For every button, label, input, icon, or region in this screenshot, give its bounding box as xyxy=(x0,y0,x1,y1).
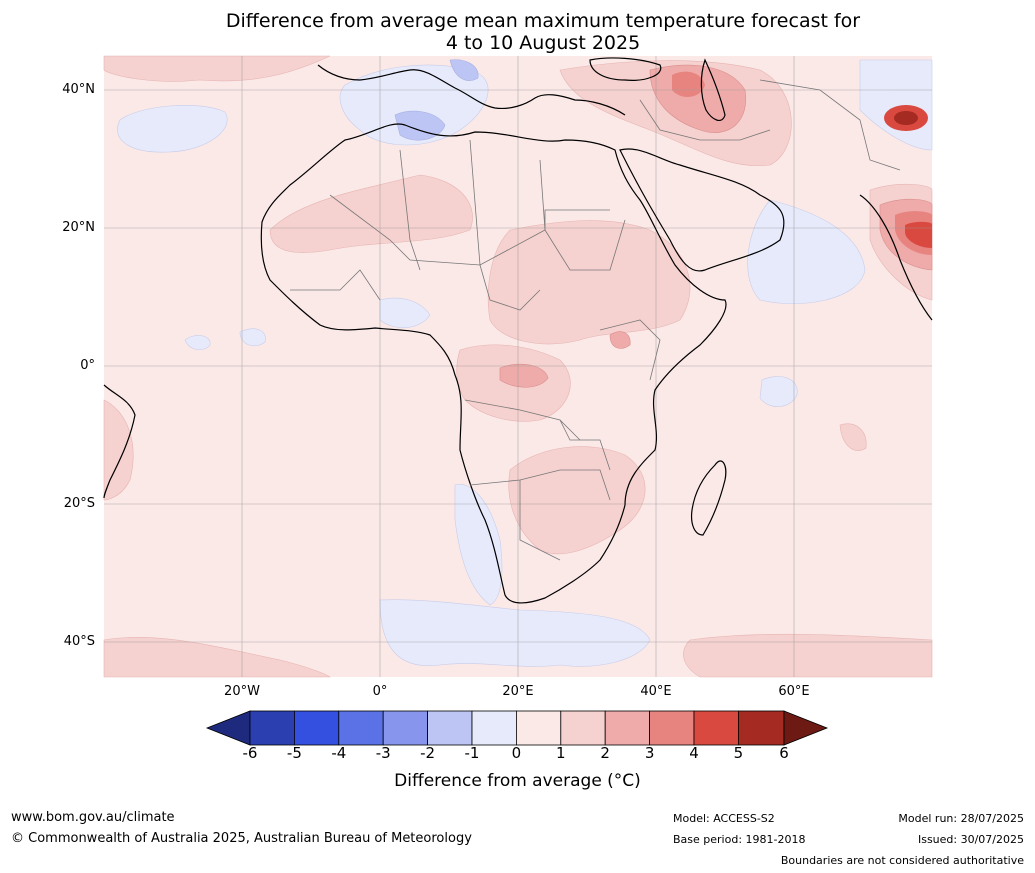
lon-label-20w: 20°W xyxy=(224,684,260,699)
colorbar-bin xyxy=(649,710,695,746)
madagascar-coastline xyxy=(690,460,727,536)
border-5 xyxy=(290,269,381,301)
colorbar-tick: -5 xyxy=(286,744,302,762)
colorbar-bin xyxy=(293,710,340,746)
website-link[interactable]: www.bom.gov.au/climate xyxy=(11,810,175,825)
north-atlantic-warm-patch xyxy=(103,55,331,82)
coastlines xyxy=(103,57,933,604)
colorbar-bin xyxy=(338,710,384,746)
border-10 xyxy=(639,99,771,141)
model-name: Model: ACCESS-S2 xyxy=(673,812,775,825)
colorbar-tick: 4 xyxy=(689,744,699,762)
title-line-2: 4 to 10 August 2025 xyxy=(445,32,641,54)
black-sea-coastline xyxy=(589,57,662,81)
red-sea-warm-core xyxy=(609,331,631,349)
mediterranean-cool-patch xyxy=(339,64,489,146)
colorbar-bin xyxy=(693,710,739,746)
lon-label-0: 0° xyxy=(372,684,388,699)
atlantic-cool-patch xyxy=(117,105,228,153)
lat-label-40n: 40°N xyxy=(62,82,95,97)
colorbar xyxy=(205,710,829,746)
africa-coastline xyxy=(260,123,727,604)
madagascar-warm-patch xyxy=(839,423,867,451)
southern-africa-warm-patch xyxy=(508,446,646,555)
colorbar-bin xyxy=(604,710,651,746)
border-8 xyxy=(519,480,561,561)
lon-label-40e: 40°E xyxy=(640,684,672,699)
colorbar-label: Difference from average (°C) xyxy=(394,771,641,791)
lon-label-20e: 20°E xyxy=(502,684,534,699)
colorbar-tick: -3 xyxy=(375,744,391,762)
south-atlantic-cool-patch xyxy=(379,599,651,667)
colorbar-bin xyxy=(738,710,785,746)
colorbar-tick: 6 xyxy=(779,744,789,762)
border-3 xyxy=(469,139,541,311)
colorbar-tick: 5 xyxy=(733,744,744,762)
border-4 xyxy=(539,159,626,271)
colorbar-bin xyxy=(249,710,295,746)
lon-label-60e: 60°E xyxy=(778,684,810,699)
title-line-1: Difference from average mean maximum tem… xyxy=(225,10,861,32)
west-atlantic-warm-patch xyxy=(103,399,134,501)
lat-label-40s: 40°S xyxy=(63,634,95,649)
colorbar-tick: -2 xyxy=(420,744,436,762)
europe-coastline xyxy=(317,64,626,116)
issued-date: Issued: 30/07/2025 xyxy=(917,833,1024,846)
indian-ocean-cool-patch xyxy=(759,376,798,407)
balkan-cool-core xyxy=(449,59,479,81)
lat-label-0: 0° xyxy=(80,358,95,373)
colorbar-tick: -1 xyxy=(464,744,480,762)
colorbar-bin xyxy=(427,710,473,746)
border-9 xyxy=(559,419,611,471)
base-period: Base period: 1981-2018 xyxy=(673,833,806,846)
copyright-text: © Commonwealth of Australia 2025, Austra… xyxy=(11,831,472,846)
colorbar-max-arrow xyxy=(783,710,829,746)
boundary-disclaimer: Boundaries are not considered authoritat… xyxy=(780,854,1024,867)
south-america-coastline xyxy=(103,384,136,499)
karakoram-extreme-core xyxy=(894,111,918,125)
gulf-guinea-cool-patch xyxy=(379,297,431,328)
caucasus-hot-core xyxy=(672,71,705,97)
colorbar-tick: -4 xyxy=(331,744,347,762)
border-11 xyxy=(759,79,901,171)
colorbar-tick: 1 xyxy=(556,744,566,762)
lat-label-20s: 20°S xyxy=(63,496,95,511)
southern-ocean-warm-patch xyxy=(103,637,331,678)
colorbar-tick: 3 xyxy=(644,744,655,762)
colorbar-bin xyxy=(516,710,562,746)
map-title: Difference from average mean maximum tem… xyxy=(0,10,1035,54)
graticule xyxy=(104,56,932,677)
border-7 xyxy=(469,469,611,501)
colorbar-min-arrow xyxy=(205,710,251,746)
india-coastline xyxy=(859,194,933,321)
border-6 xyxy=(464,399,581,441)
colorbar-tick: -6 xyxy=(242,744,258,762)
small-cool-patch-2 xyxy=(239,328,266,347)
southern-ocean-warm-patch-east xyxy=(683,633,933,678)
arabia-coastline xyxy=(619,148,785,272)
stronger-cool-regions xyxy=(394,59,479,141)
congo-warm-core xyxy=(499,363,549,388)
border-12 xyxy=(599,319,661,381)
colorbar-tick: 0 xyxy=(511,744,522,762)
caspian-coastline xyxy=(700,58,726,122)
strong-warm-regions xyxy=(672,71,932,255)
model-run-date: Model run: 28/07/2025 xyxy=(898,812,1024,825)
border-2 xyxy=(399,149,421,271)
aegean-cool-core xyxy=(394,110,446,141)
small-cool-patch-1 xyxy=(184,335,211,350)
country-borders xyxy=(290,79,901,561)
colorbar-bin xyxy=(471,710,517,746)
sudan-warm-patch xyxy=(487,220,691,345)
colorbar-tick: 2 xyxy=(600,744,610,762)
arabian-sea-cool-patch xyxy=(747,199,866,305)
colorbar-bin xyxy=(382,710,429,746)
lat-label-20n: 20°N xyxy=(62,220,95,235)
benguela-cool-patch xyxy=(454,483,503,606)
sahara-warm-patch xyxy=(269,174,473,253)
colorbar-bin xyxy=(560,710,606,746)
india-extreme-core xyxy=(905,221,932,248)
